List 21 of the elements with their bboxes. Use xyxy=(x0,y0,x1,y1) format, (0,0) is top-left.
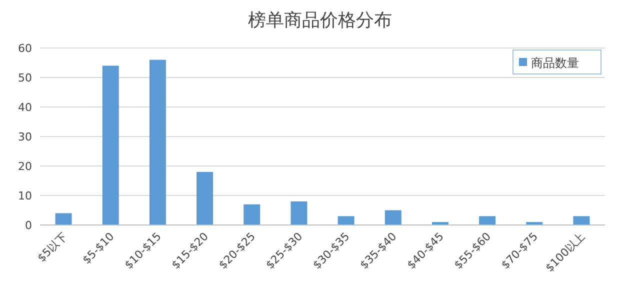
bar xyxy=(196,172,214,225)
bar xyxy=(338,216,354,225)
bar xyxy=(384,210,402,225)
y-tick-label: 50 xyxy=(18,72,32,84)
legend-label: 商品数量 xyxy=(531,56,579,70)
y-tick-label: 0 xyxy=(25,219,32,232)
y-tick-label: 20 xyxy=(18,160,32,173)
x-tick-label: $5以下 xyxy=(35,230,70,265)
bar xyxy=(102,66,119,225)
bar xyxy=(149,60,166,225)
bar xyxy=(55,213,72,225)
y-tick-label: 40 xyxy=(18,101,32,114)
legend: 商品数量 xyxy=(512,50,602,74)
y-tick-label: 10 xyxy=(18,190,32,202)
bar xyxy=(573,216,590,225)
bar xyxy=(479,216,496,225)
y-tick-label: 30 xyxy=(18,130,32,144)
bar xyxy=(244,204,260,225)
bar xyxy=(290,201,308,225)
chart-title: 榜单商品价格分布 xyxy=(248,10,392,31)
y-tick-label: 60 xyxy=(18,42,32,55)
